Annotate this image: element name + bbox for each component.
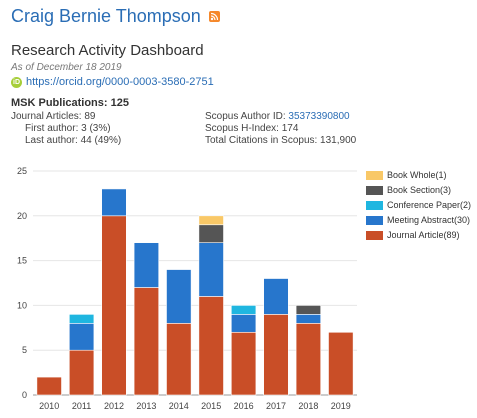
bar-segment xyxy=(198,296,224,396)
legend-swatch xyxy=(366,200,383,210)
rss-icon[interactable] xyxy=(208,11,220,22)
x-tick-label: 2012 xyxy=(104,401,124,411)
y-tick-label: 5 xyxy=(22,345,27,355)
bar-segment xyxy=(101,188,127,217)
x-tick-label: 2013 xyxy=(136,401,156,411)
x-tick-label: 2018 xyxy=(298,401,318,411)
x-tick-label: 2016 xyxy=(234,401,254,411)
x-tick-label: 2011 xyxy=(72,401,91,411)
first-author-count: First author: 3 (3%) xyxy=(25,123,111,134)
bar-segment xyxy=(68,349,95,396)
legend-swatch xyxy=(366,215,383,225)
bar-segment xyxy=(295,323,322,396)
total-citations: Total Citations in Scopus: 131,900 xyxy=(205,135,357,146)
legend-label: Journal Article(89) xyxy=(387,230,460,240)
bar-segment xyxy=(133,242,160,288)
orcid-row: iD https://orcid.org/0000-0003-3580-2751 xyxy=(11,76,214,88)
bar-segment xyxy=(36,376,62,396)
bar-segment xyxy=(166,323,192,396)
bar-segment xyxy=(263,278,289,315)
x-tick-label: 2017 xyxy=(266,401,286,411)
legend-swatch xyxy=(366,170,383,180)
chart-legend: Book Whole(1) Book Section(3) Conference P… xyxy=(366,168,471,243)
legend-swatch xyxy=(366,185,383,195)
scopus-author-id-link[interactable]: 35373390800 xyxy=(288,111,350,122)
bar-segment xyxy=(133,287,160,396)
legend-label: Conference Paper(2) xyxy=(387,200,472,210)
orcid-icon: iD xyxy=(11,76,22,88)
publications-bar-chart: 0 5 10 15 20 25 2010 2011 2012 2013 2014 2015 2016 20… xyxy=(17,166,357,411)
bar-segment xyxy=(166,269,192,324)
bar-segment xyxy=(68,323,95,351)
bar-segment xyxy=(230,305,257,315)
legend-label: Meeting Abstract(30) xyxy=(387,215,471,225)
last-author-count: Last author: 44 (49%) xyxy=(25,135,122,146)
bar-segment xyxy=(198,224,224,243)
journal-articles-count: Journal Articles: 89 xyxy=(11,111,96,122)
profile-header: Craig Bernie Thompson xyxy=(11,6,220,27)
scopus-author-id: Scopus Author ID: 35373390800 xyxy=(205,111,350,122)
bar-segment xyxy=(328,331,354,396)
profile-name[interactable]: Craig Bernie Thompson xyxy=(11,6,201,26)
x-tick-label: 2015 xyxy=(201,401,221,411)
x-tick-label: 2014 xyxy=(169,401,189,411)
scopus-h-index: Scopus H-Index: 174 xyxy=(205,123,299,134)
legend-label: Book Whole(1) xyxy=(387,170,447,180)
bar-segment xyxy=(198,242,224,297)
bar-segment xyxy=(68,314,95,324)
legend-swatch xyxy=(366,230,383,240)
orcid-link[interactable]: https://orcid.org/0000-0003-3580-2751 xyxy=(26,76,214,88)
bar-segment xyxy=(295,305,322,315)
legend-item[interactable]: Book Section(3) xyxy=(366,183,471,197)
y-tick-label: 0 xyxy=(22,390,27,400)
bar-segment xyxy=(230,331,257,396)
x-tick-label: 2019 xyxy=(331,401,351,411)
y-tick-label: 10 xyxy=(17,300,27,310)
as-of-date: As of December 18 2019 xyxy=(11,62,122,73)
bar-segment xyxy=(198,215,224,226)
y-tick-label: 20 xyxy=(17,211,27,221)
bar-segment xyxy=(295,314,322,324)
bar-segment xyxy=(263,314,289,396)
legend-item[interactable]: Conference Paper(2) xyxy=(366,198,471,212)
dashboard-title: Research Activity Dashboard xyxy=(11,42,204,59)
legend-item[interactable]: Book Whole(1) xyxy=(366,168,471,182)
bar-segment xyxy=(230,314,257,333)
bar-segment xyxy=(101,215,127,396)
y-tick-label: 25 xyxy=(17,166,27,176)
scopus-author-label: Scopus Author ID: xyxy=(205,111,289,122)
legend-item[interactable]: Journal Article(89) xyxy=(366,228,471,242)
legend-label: Book Section(3) xyxy=(387,185,452,195)
legend-item[interactable]: Meeting Abstract(30) xyxy=(366,213,471,227)
y-tick-label: 15 xyxy=(17,256,27,266)
x-tick-label: 2010 xyxy=(39,401,59,411)
publications-title: MSK Publications: 125 xyxy=(11,97,129,109)
